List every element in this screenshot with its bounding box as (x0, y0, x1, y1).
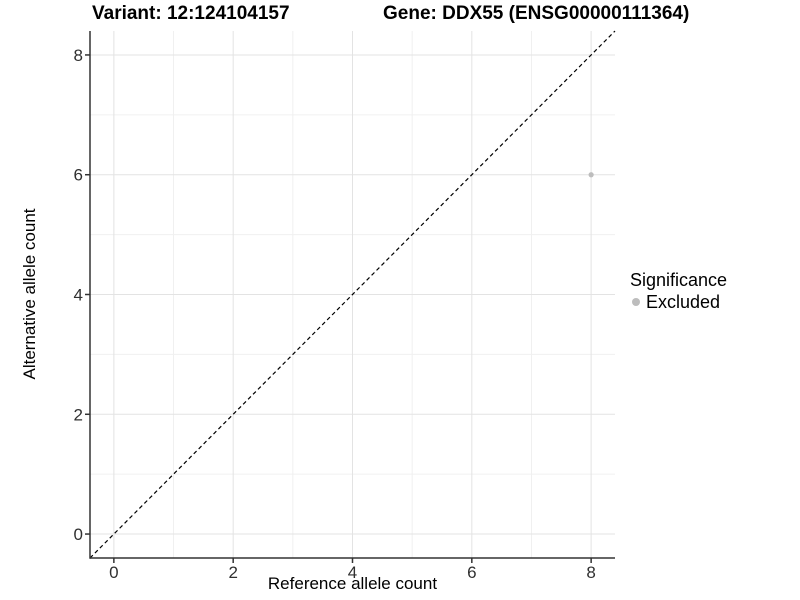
x-tick-label: 0 (109, 563, 118, 582)
y-tick-label: 0 (74, 525, 83, 544)
x-tick-label: 6 (467, 563, 476, 582)
y-axis-title: Alternative allele count (20, 208, 39, 380)
x-tick-label: 8 (586, 563, 595, 582)
x-tick-label: 4 (348, 563, 357, 582)
variant-title: Variant: 12:124104157 (92, 3, 290, 24)
legend-item-label: Excluded (646, 292, 721, 312)
x-tick-label: 2 (228, 563, 237, 582)
y-tick-label: 8 (74, 46, 83, 65)
legend: Significance Excluded (630, 270, 727, 312)
identity-reference-line (89, 30, 616, 559)
y-tick-label: 4 (74, 286, 83, 305)
legend-title: Significance (630, 270, 728, 290)
x-axis-title: Reference allele count (267, 574, 438, 593)
excluded-point-icon (632, 298, 640, 306)
y-tick-label: 2 (74, 405, 83, 424)
y-tick-label: 6 (74, 166, 83, 185)
gene-title: Gene: DDX55 (ENSG00000111364) (383, 3, 690, 24)
data-point (588, 172, 594, 178)
legend-item-excluded: Excluded (630, 292, 727, 312)
